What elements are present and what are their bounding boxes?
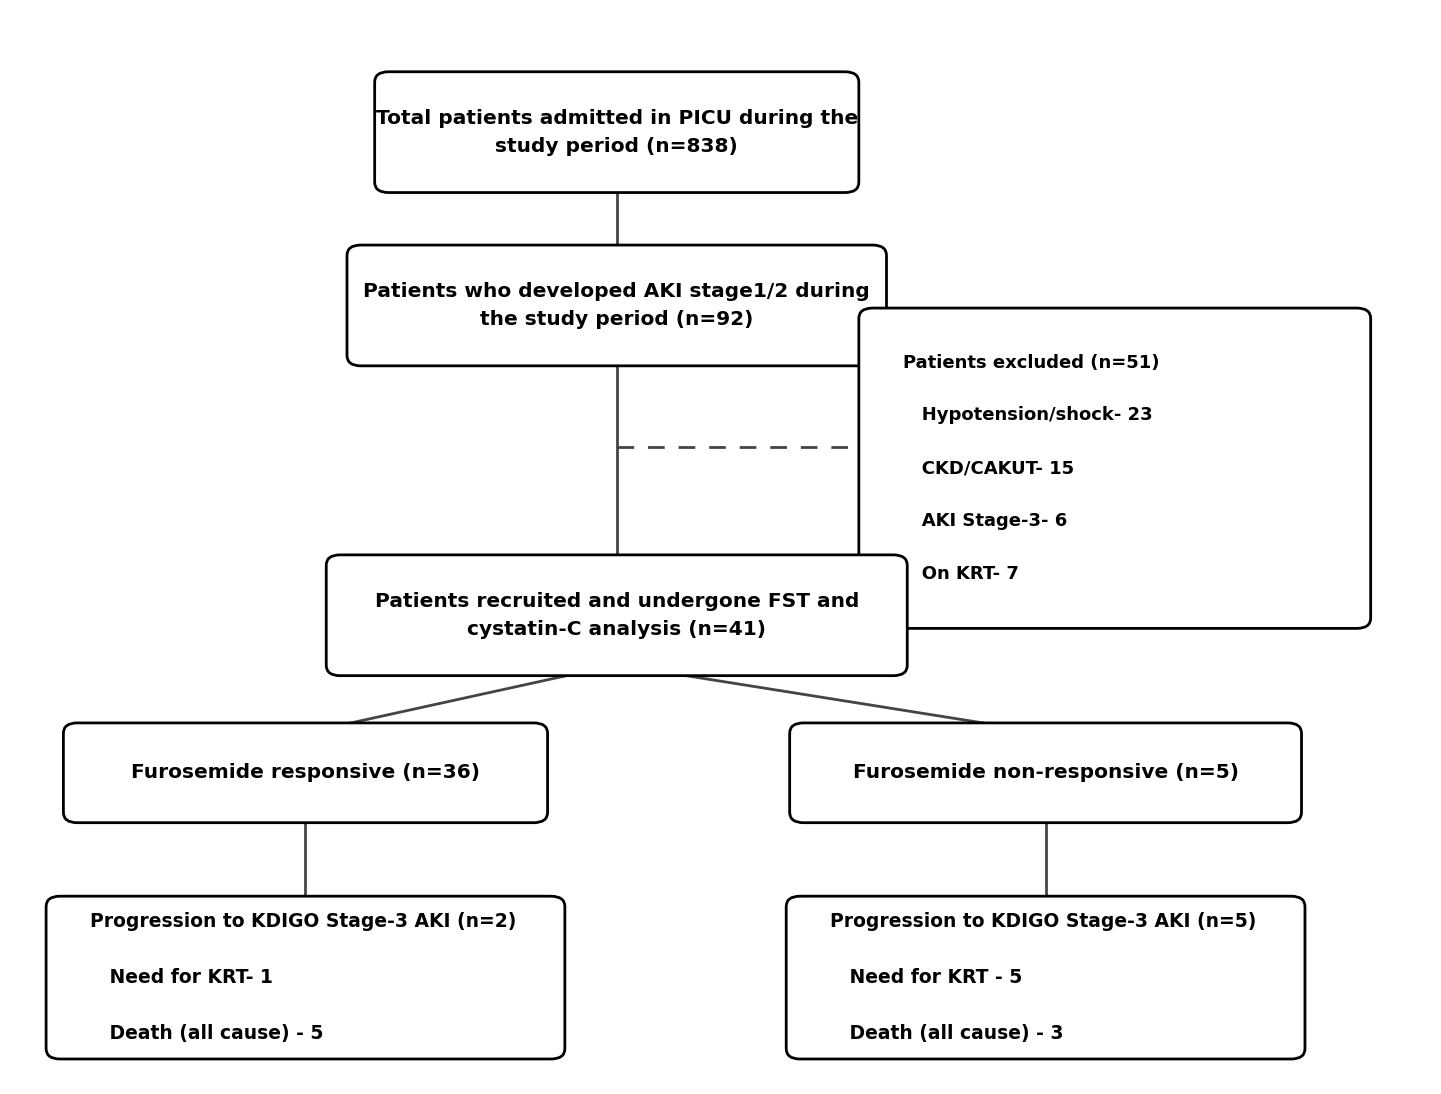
Text: Furosemide responsive (n=36): Furosemide responsive (n=36) xyxy=(131,764,480,782)
FancyBboxPatch shape xyxy=(787,896,1306,1059)
Text: Patients recruited and undergone FST and
cystatin-C analysis (n=41): Patients recruited and undergone FST and… xyxy=(375,592,859,639)
FancyBboxPatch shape xyxy=(326,555,908,676)
Text: Progression to KDIGO Stage-3 AKI (n=2)

   Need for KRT- 1

   Death (all cause): Progression to KDIGO Stage-3 AKI (n=2) N… xyxy=(91,912,517,1043)
FancyBboxPatch shape xyxy=(375,72,859,193)
Text: Total patients admitted in PICU during the
study period (n=838): Total patients admitted in PICU during t… xyxy=(376,108,857,155)
FancyBboxPatch shape xyxy=(347,245,886,365)
Text: Progression to KDIGO Stage-3 AKI (n=5)

   Need for KRT - 5

   Death (all cause: Progression to KDIGO Stage-3 AKI (n=5) N… xyxy=(830,912,1257,1043)
Text: Furosemide non-responsive (n=5): Furosemide non-responsive (n=5) xyxy=(853,764,1239,782)
FancyBboxPatch shape xyxy=(790,723,1301,823)
FancyBboxPatch shape xyxy=(63,723,548,823)
FancyBboxPatch shape xyxy=(859,309,1370,628)
Text: Patients who developed AKI stage1/2 during
the study period (n=92): Patients who developed AKI stage1/2 duri… xyxy=(363,282,870,329)
FancyBboxPatch shape xyxy=(46,896,565,1059)
Text: Patients excluded (n=51)

   Hypotension/shock- 23

   CKD/CAKUT- 15

   AKI Sta: Patients excluded (n=51) Hypotension/sho… xyxy=(904,353,1160,583)
